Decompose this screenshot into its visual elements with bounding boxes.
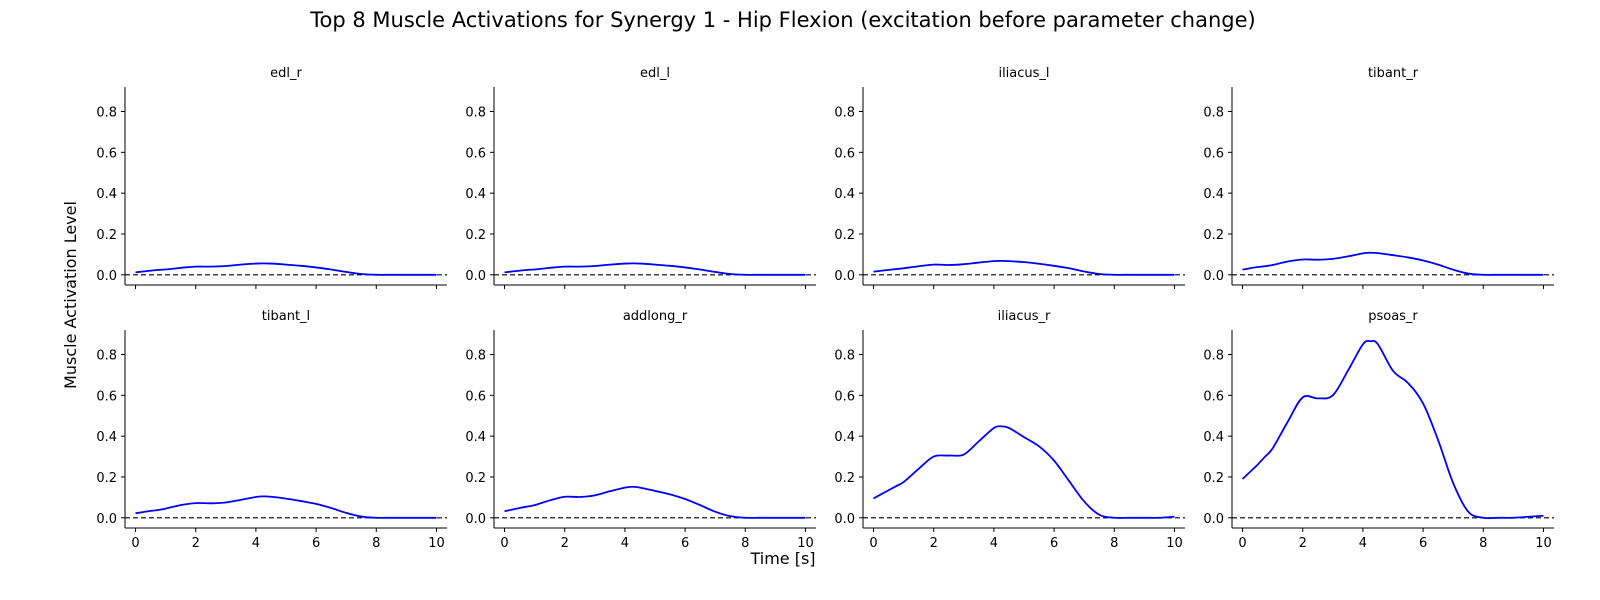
y-tick-label: 0.2 [465,471,486,486]
y-tick-label: 0.8 [465,348,486,363]
subplot-grid: edl_r 0.0 0.2 0.4 0.6 0.8 edl_l 0.0 0.2 0.4 0.6 0.8… [96,66,1554,551]
series-line-edl_r [135,262,437,276]
y-tick-label: 0.6 [1203,146,1224,161]
y-tick-label: 0.6 [465,389,486,404]
series-line-edl_l [504,262,806,276]
y-tick-label: 0.2 [834,471,855,486]
x-tick-label: 4 [252,536,260,551]
y-tick-label: 0.0 [1203,269,1224,284]
x-tick-label: 4 [990,536,998,551]
x-tick-label: 0 [131,536,139,551]
subplot-title: tibant_l [262,309,310,324]
y-tick-label: 0.2 [834,228,855,243]
x-tick-label: 2 [1299,536,1307,551]
x-tick-label: 8 [372,536,380,551]
y-tick-label: 0.8 [834,348,855,363]
series-line-addlong_r [504,485,806,519]
y-tick-label: 0.2 [1203,471,1224,486]
y-tick-label: 0.4 [96,430,117,445]
y-tick-label: 0.4 [465,187,486,202]
y-tick-label: 0.2 [1203,228,1224,243]
x-tick-label: 4 [1359,536,1367,551]
y-tick-label: 0.2 [96,471,117,486]
x-tick-label: 0 [869,536,877,551]
y-tick-label: 0.6 [834,389,855,404]
y-tick-label: 0.0 [834,269,855,284]
subplot-tibant_r: tibant_r 0.0 0.2 0.4 0.6 0.8 [1203,66,1554,289]
y-tick-label: 0.0 [465,512,486,527]
y-tick-label: 0.4 [834,430,855,445]
y-tick-label: 0.8 [834,105,855,120]
y-tick-label: 0.8 [96,348,117,363]
subplot-tibant_l: tibant_l 0.0 0.2 0.4 0.6 0.8 0 2 4 6 8 10 [96,309,447,551]
y-axis-label: Muscle Activation Level [61,201,80,389]
x-tick-label: 8 [741,536,749,551]
y-tick-label: 0.6 [834,146,855,161]
y-tick-label: 0.8 [1203,105,1224,120]
x-tick-label: 8 [1479,536,1487,551]
subplot-title: iliacus_l [998,66,1049,81]
subplot-title: iliacus_r [998,309,1051,324]
subplot-iliacus_l: iliacus_l 0.0 0.2 0.4 0.6 0.8 [834,66,1185,289]
x-tick-label: 6 [312,536,320,551]
y-tick-label: 0.0 [834,512,855,527]
subplot-addlong_r: addlong_r 0.0 0.2 0.4 0.6 0.8 0 2 4 6 8 10 [465,309,816,551]
subplot-title: addlong_r [623,309,688,324]
y-tick-label: 0.4 [465,430,486,445]
y-tick-label: 0.4 [1203,187,1224,202]
x-tick-label: 6 [1419,536,1427,551]
y-tick-label: 0.4 [1203,430,1224,445]
subplot-title: psoas_r [1368,309,1418,324]
subplot-edl_r: edl_r 0.0 0.2 0.4 0.6 0.8 [96,66,447,289]
y-tick-label: 0.2 [465,228,486,243]
y-tick-label: 0.6 [96,389,117,404]
x-tick-label: 10 [1166,536,1183,551]
subplot-edl_l: edl_l 0.0 0.2 0.4 0.6 0.8 [465,66,816,289]
y-tick-label: 0.0 [465,269,486,284]
x-tick-label: 2 [561,536,569,551]
x-tick-label: 10 [797,536,814,551]
series-line-tibant_r [1242,251,1544,276]
y-tick-label: 0.2 [96,228,117,243]
x-tick-label: 2 [192,536,200,551]
x-tick-label: 10 [428,536,445,551]
y-tick-label: 0.0 [1203,512,1224,527]
y-tick-label: 0.4 [96,187,117,202]
subplot-title: edl_l [640,66,670,81]
subplot-title: tibant_r [1368,66,1419,81]
series-line-iliacus_r [873,425,1175,519]
y-tick-label: 0.8 [1203,348,1224,363]
figure-title: Top 8 Muscle Activations for Synergy 1 -… [309,8,1255,32]
x-tick-label: 0 [1238,536,1246,551]
y-tick-label: 0.4 [834,187,855,202]
x-tick-label: 10 [1535,536,1552,551]
subplot-psoas_r: psoas_r 0.0 0.2 0.4 0.6 0.8 0 2 4 6 8 10 [1203,309,1554,551]
x-tick-label: 0 [500,536,508,551]
y-tick-label: 0.0 [96,269,117,284]
y-tick-label: 0.8 [96,105,117,120]
x-axis-label: Time [s] [749,549,815,568]
y-tick-label: 0.6 [96,146,117,161]
y-tick-label: 0.6 [1203,389,1224,404]
series-line-psoas_r [1241,339,1544,520]
y-tick-label: 0.8 [465,105,486,120]
x-tick-label: 8 [1110,536,1118,551]
x-tick-label: 2 [930,536,938,551]
series-line-iliacus_l [873,260,1175,276]
subplot-title: edl_r [270,66,302,81]
series-line-tibant_l [135,495,437,519]
y-tick-label: 0.0 [96,512,117,527]
x-tick-label: 6 [1050,536,1058,551]
x-tick-label: 4 [621,536,629,551]
subplot-iliacus_r: iliacus_r 0.0 0.2 0.4 0.6 0.8 0 2 4 6 8 10 [834,309,1185,551]
y-tick-label: 0.6 [465,146,486,161]
x-tick-label: 6 [681,536,689,551]
